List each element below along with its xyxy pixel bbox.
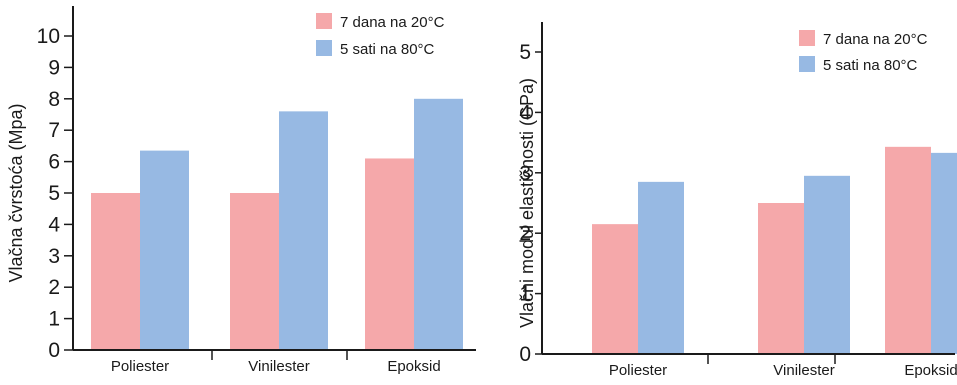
legend-label-1: 7 dana na 20°C — [340, 14, 445, 31]
y-tick-label: 1 — [519, 283, 531, 306]
y-tick-label: 4 — [48, 213, 60, 236]
bar-vinilester-series-2 — [804, 175, 850, 354]
elastic-modulus-chart: 0 1 2 3 4 5 Poliester Vinilester Epoksid Vlačni m… — [517, 22, 957, 379]
x-tick-label-poliester: Poliester — [111, 358, 169, 375]
x-tick-label-epoksid: Epoksid — [904, 362, 957, 379]
legend-swatch-2 — [799, 56, 815, 72]
bar-epoksid-series-2 — [931, 152, 957, 354]
x-tick-label-vinilester: Vinilester — [773, 362, 834, 379]
legend-swatch-1 — [316, 13, 332, 29]
y-tick-label: 4 — [519, 101, 531, 124]
y-tick-label: 8 — [48, 88, 60, 111]
bar-vinilester-series-1 — [758, 203, 804, 354]
legend-label-1: 7 dana na 20°C — [823, 31, 928, 48]
bar-epoksid-series-2 — [414, 98, 463, 350]
bar-poliester-series-1 — [592, 224, 638, 354]
x-tick-label-vinilester: Vinilester — [248, 358, 309, 375]
bar-vinilester-series-1 — [230, 193, 279, 350]
bar-epoksid-series-1 — [365, 158, 414, 350]
legend-label-2: 5 sati na 80°C — [823, 57, 918, 74]
y-tick-label: 7 — [48, 119, 60, 142]
y-tick-label: 2 — [519, 222, 531, 245]
y-tick-label: 3 — [519, 162, 531, 185]
bar-poliester-series-2 — [140, 150, 189, 350]
y-tick-label: 3 — [48, 245, 60, 268]
legend-swatch-2 — [316, 40, 332, 56]
bar-poliester-series-1 — [91, 193, 140, 350]
y-tick-label: 2 — [48, 276, 60, 299]
y-tick-label: 0 — [48, 339, 60, 362]
y-tick-label: 9 — [48, 56, 60, 79]
y-tick-label: 6 — [48, 151, 60, 174]
tensile-strength-chart: 0 1 2 3 4 5 6 7 8 9 10 Poliester Vinilester Epoksid Vl… — [6, 6, 476, 375]
y-tick-label: 5 — [48, 182, 60, 205]
bar-vinilester-series-2 — [279, 111, 328, 350]
y-tick-label: 10 — [37, 25, 60, 48]
bar-epoksid-series-1 — [885, 146, 931, 354]
y-tick-label: 1 — [48, 308, 60, 331]
x-tick-label-epoksid: Epoksid — [387, 358, 440, 375]
x-tick-label-poliester: Poliester — [609, 362, 667, 379]
y-axis-title: Vlačna čvrstoća (Mpa) — [6, 103, 26, 282]
legend-label-2: 5 sati na 80°C — [340, 41, 435, 58]
y-axis-title: Vlačni modul elastičnosti (GPa) — [517, 78, 537, 328]
y-tick-label: 5 — [519, 41, 531, 64]
bar-poliester-series-2 — [638, 181, 684, 354]
y-tick-label: 0 — [519, 343, 531, 366]
legend-swatch-1 — [799, 30, 815, 46]
